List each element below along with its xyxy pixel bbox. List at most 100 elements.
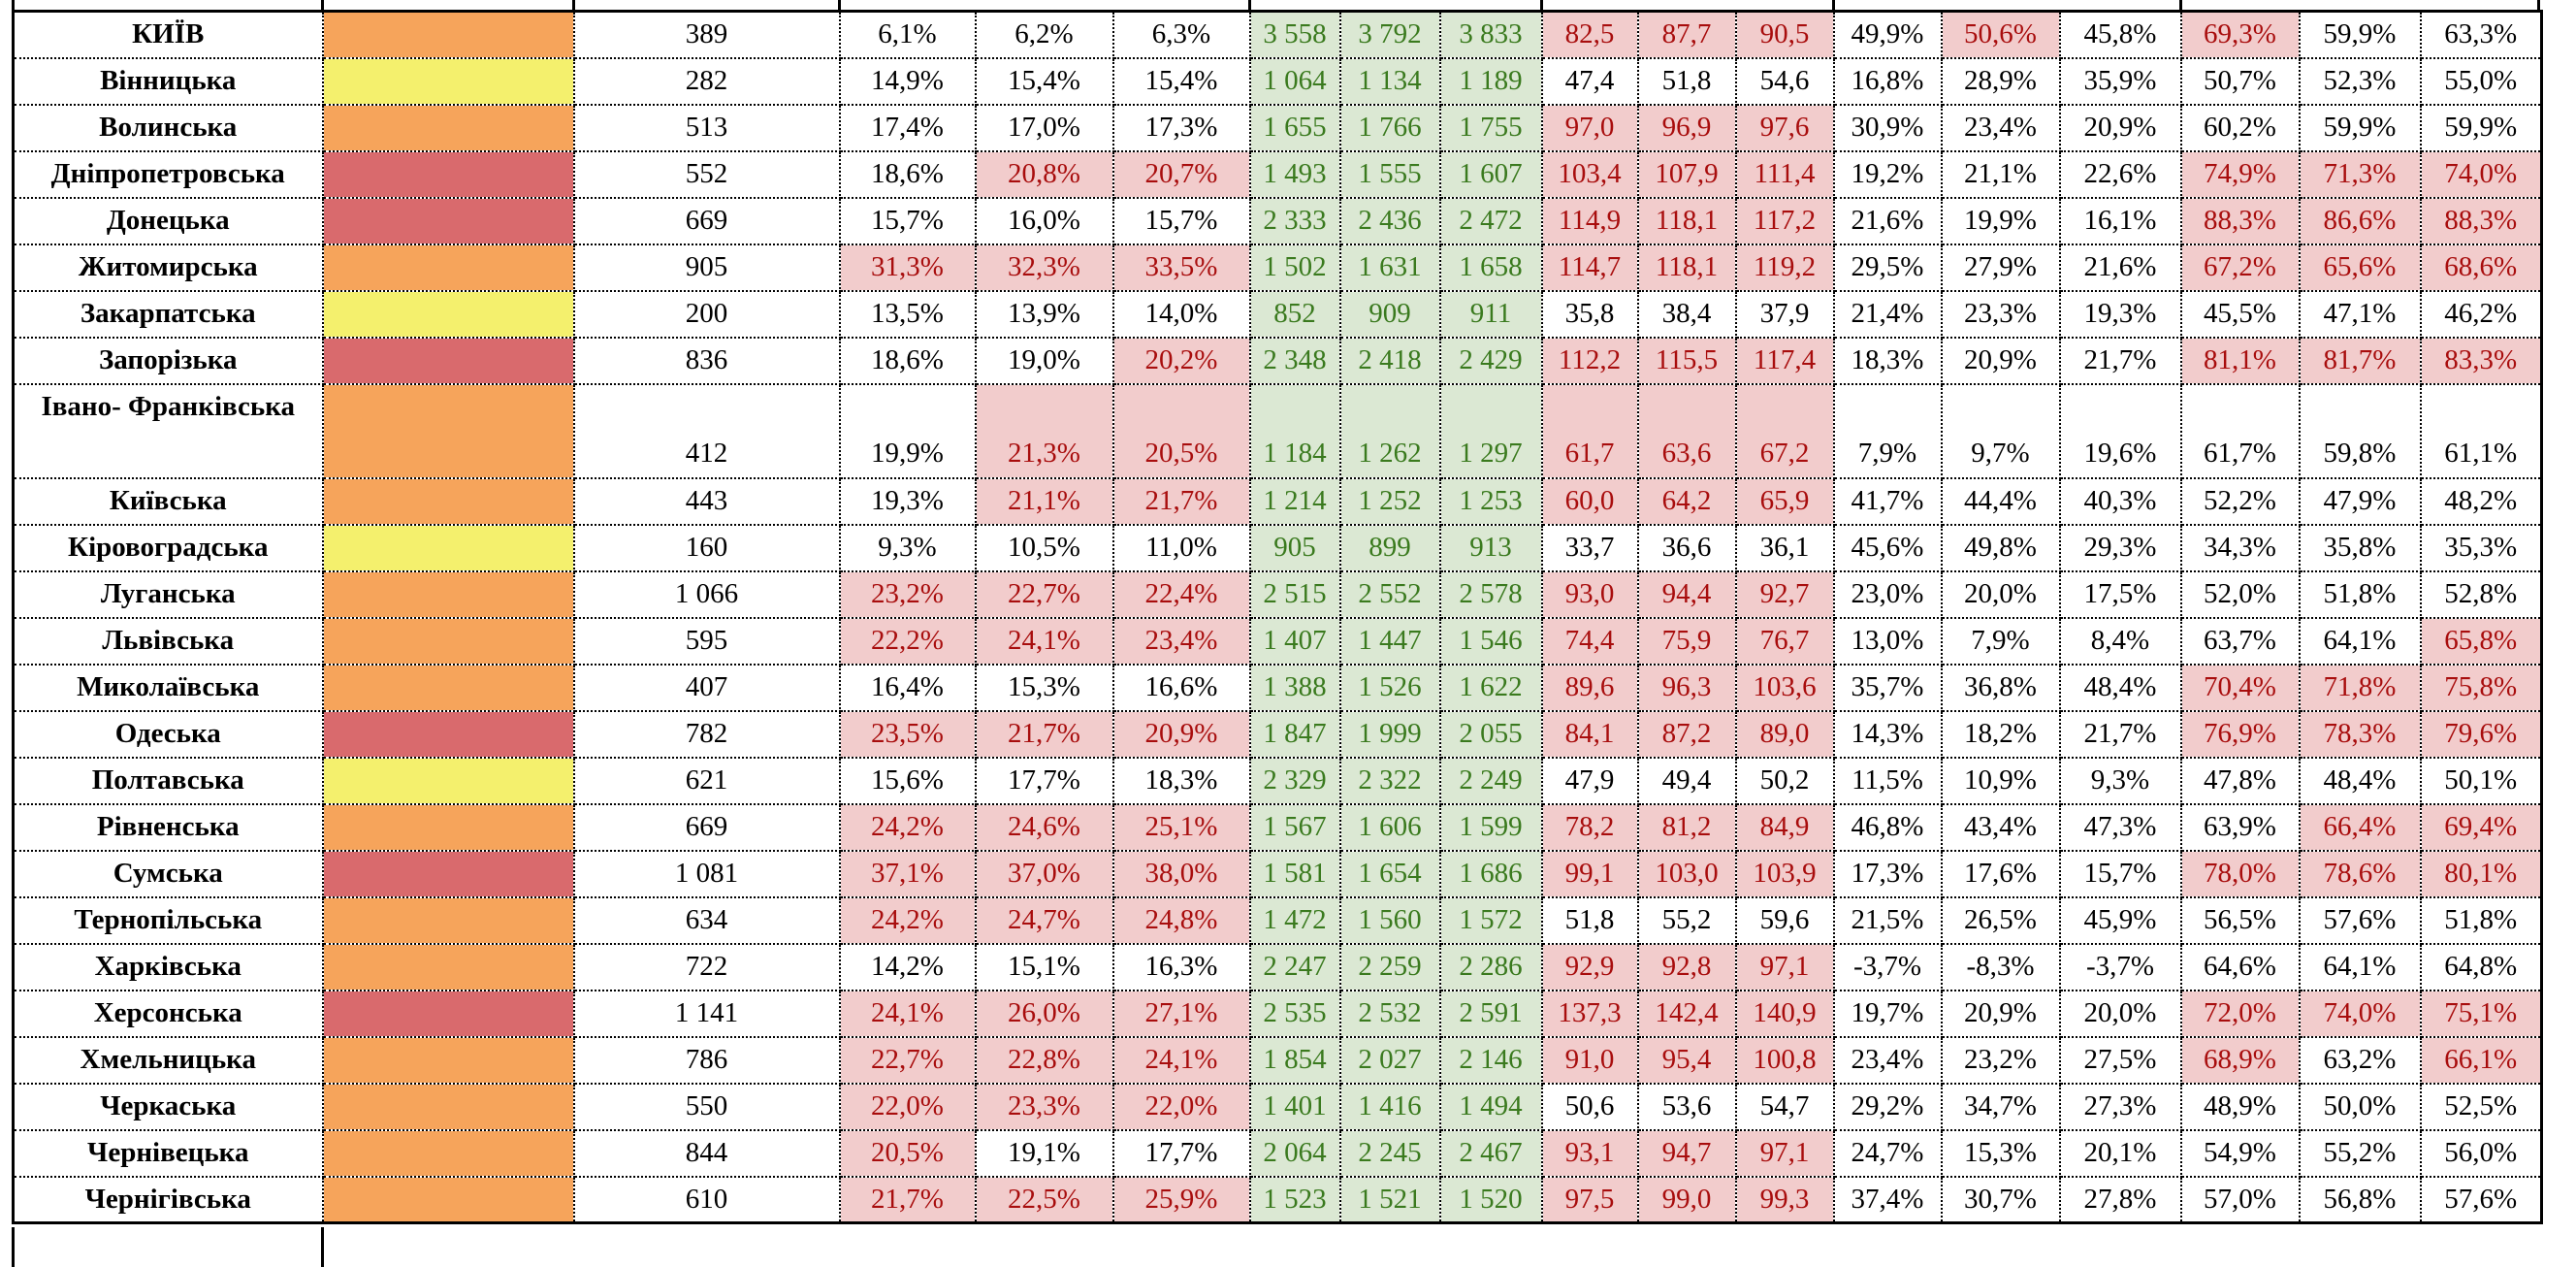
pct-group3-cell[interactable]: 74,0% (2298, 989, 2422, 1038)
pct-group3-cell[interactable]: 63,3% (2419, 10, 2543, 59)
pct-group2-cell[interactable]: 49,9% (1832, 10, 1943, 59)
volume-cell[interactable]: 1 472 (1248, 895, 1341, 945)
color-swatch-cell[interactable] (321, 523, 575, 572)
pct-group1-cell[interactable]: 22,5% (974, 1175, 1114, 1224)
index-cell[interactable]: 65,9 (1734, 476, 1835, 526)
pct-group1-cell[interactable]: 21,7% (838, 1175, 977, 1224)
index-cell[interactable]: 54,6 (1734, 56, 1835, 106)
index-cell[interactable]: 119,2 (1734, 243, 1835, 292)
index-cell[interactable]: 97,6 (1734, 103, 1835, 152)
volume-cell[interactable]: 1 401 (1248, 1082, 1341, 1131)
pct-group2-cell[interactable]: 20,1% (2058, 1128, 2182, 1178)
volume-cell[interactable]: 1 416 (1338, 1082, 1441, 1131)
pct-group2-cell[interactable]: 22,6% (2058, 149, 2182, 199)
pct-group3-cell[interactable]: 69,4% (2419, 802, 2543, 852)
pct-group3-cell[interactable]: 50,7% (2179, 56, 2301, 106)
volume-cell[interactable]: 1 189 (1438, 56, 1543, 106)
index-cell[interactable]: 103,6 (1734, 663, 1835, 712)
pct-group3-cell[interactable]: 76,9% (2179, 709, 2301, 759)
pct-group2-cell[interactable]: 41,7% (1832, 476, 1943, 526)
index-cell[interactable]: 47,9 (1540, 756, 1639, 805)
region-cell[interactable]: Житомирська (12, 243, 324, 292)
volume-cell[interactable]: 2 348 (1248, 336, 1341, 385)
pct-group1-cell[interactable]: 23,3% (974, 1082, 1114, 1131)
index-cell[interactable]: 111,4 (1734, 149, 1835, 199)
pct-group1-cell[interactable]: 20,5% (838, 1128, 977, 1178)
region-cell[interactable]: Полтавська (12, 756, 324, 805)
pct-group3-cell[interactable]: 52,3% (2298, 56, 2422, 106)
pct-group2-cell[interactable]: 7,9% (1940, 616, 2061, 666)
pct-group3-cell[interactable]: 64,6% (2179, 942, 2301, 991)
index-cell[interactable]: 117,2 (1734, 196, 1835, 245)
index-cell[interactable]: 115,5 (1636, 336, 1737, 385)
pct-group1-cell[interactable]: 21,7% (1111, 476, 1251, 526)
index-cell[interactable]: 51,8 (1636, 56, 1737, 106)
index-cell[interactable]: 99,1 (1540, 849, 1639, 898)
pct-group3-cell[interactable]: 88,3% (2179, 196, 2301, 245)
pct-group1-cell[interactable]: 14,2% (838, 942, 977, 991)
volume-cell[interactable]: 1 134 (1338, 56, 1441, 106)
index-cell[interactable]: 84,9 (1734, 802, 1835, 852)
pct-group1-cell[interactable]: 25,1% (1111, 802, 1251, 852)
pct-group1-cell[interactable]: 21,1% (974, 476, 1114, 526)
region-cell[interactable]: Запорізька (12, 336, 324, 385)
index-cell[interactable]: 36,1 (1734, 523, 1835, 572)
pct-group1-cell[interactable]: 15,6% (838, 756, 977, 805)
pct-group3-cell[interactable]: 47,1% (2298, 289, 2422, 339)
index-cell[interactable]: 97,1 (1734, 942, 1835, 991)
pct-group3-cell[interactable]: 56,5% (2179, 895, 2301, 945)
index-cell[interactable]: 59,6 (1734, 895, 1835, 945)
region-cell[interactable]: КИЇВ (12, 10, 324, 59)
region-cell[interactable]: Тернопільська (12, 895, 324, 945)
volume-cell[interactable]: 2 467 (1438, 1128, 1543, 1178)
pct-group2-cell[interactable]: 27,8% (2058, 1175, 2182, 1224)
index-cell[interactable]: 114,9 (1540, 196, 1639, 245)
pct-group3-cell[interactable]: 45,5% (2179, 289, 2301, 339)
pct-group1-cell[interactable]: 22,8% (974, 1035, 1114, 1085)
volume-cell[interactable]: 2 027 (1338, 1035, 1441, 1085)
pct-group3-cell[interactable]: 78,6% (2298, 849, 2422, 898)
pct-group2-cell[interactable]: 23,4% (1832, 1035, 1943, 1085)
pct-group1-cell[interactable]: 14,9% (838, 56, 977, 106)
index-cell[interactable]: 35,8 (1540, 289, 1639, 339)
volume-cell[interactable]: 1 388 (1248, 663, 1341, 712)
pct-group3-cell[interactable]: 88,3% (2419, 196, 2543, 245)
index-cell[interactable]: 53,6 (1636, 1082, 1737, 1131)
volume-cell[interactable]: 2 591 (1438, 989, 1543, 1038)
pct-group1-cell[interactable]: 20,5% (1111, 382, 1251, 479)
pct-group2-cell[interactable]: 15,3% (1940, 1128, 2061, 1178)
pct-group2-cell[interactable]: 21,7% (2058, 336, 2182, 385)
count-cell[interactable]: 550 (572, 1082, 841, 1131)
index-cell[interactable]: 142,4 (1636, 989, 1737, 1038)
pct-group1-cell[interactable]: 15,1% (974, 942, 1114, 991)
pct-group2-cell[interactable]: 21,6% (1832, 196, 1943, 245)
pct-group1-cell[interactable]: 20,7% (1111, 149, 1251, 199)
pct-group1-cell[interactable]: 33,5% (1111, 243, 1251, 292)
pct-group2-cell[interactable]: 37,4% (1832, 1175, 1943, 1224)
index-cell[interactable]: 87,2 (1636, 709, 1737, 759)
pct-group1-cell[interactable]: 18,3% (1111, 756, 1251, 805)
pct-group3-cell[interactable]: 51,8% (2298, 569, 2422, 619)
pct-group2-cell[interactable]: 16,8% (1832, 56, 1943, 106)
index-cell[interactable]: 81,2 (1636, 802, 1737, 852)
volume-cell[interactable]: 1 655 (1248, 103, 1341, 152)
pct-group2-cell[interactable]: 17,5% (2058, 569, 2182, 619)
pct-group3-cell[interactable]: 63,7% (2179, 616, 2301, 666)
pct-group3-cell[interactable]: 74,0% (2419, 149, 2543, 199)
volume-cell[interactable]: 2 064 (1248, 1128, 1341, 1178)
pct-group3-cell[interactable]: 65,8% (2419, 616, 2543, 666)
volume-cell[interactable]: 3 792 (1338, 10, 1441, 59)
pct-group2-cell[interactable]: 19,3% (2058, 289, 2182, 339)
volume-cell[interactable]: 2 552 (1338, 569, 1441, 619)
pct-group1-cell[interactable]: 37,1% (838, 849, 977, 898)
index-cell[interactable]: 76,7 (1734, 616, 1835, 666)
pct-group1-cell[interactable]: 19,1% (974, 1128, 1114, 1178)
count-cell[interactable]: 160 (572, 523, 841, 572)
pct-group2-cell[interactable]: 35,7% (1832, 663, 1943, 712)
pct-group3-cell[interactable]: 48,9% (2179, 1082, 2301, 1131)
pct-group3-cell[interactable]: 69,3% (2179, 10, 2301, 59)
pct-group1-cell[interactable]: 26,0% (974, 989, 1114, 1038)
volume-cell[interactable]: 1 555 (1338, 149, 1441, 199)
volume-cell[interactable]: 1 607 (1438, 149, 1543, 199)
pct-group3-cell[interactable]: 57,6% (2419, 1175, 2543, 1224)
